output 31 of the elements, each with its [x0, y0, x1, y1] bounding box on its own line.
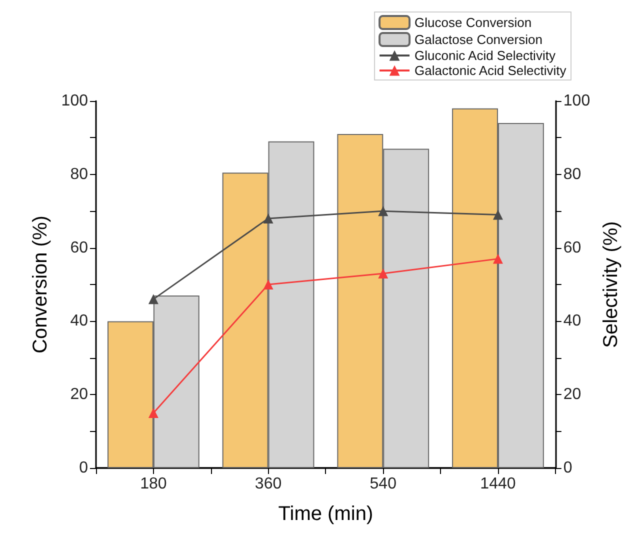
legend-label: Glucose Conversion: [414, 15, 532, 30]
legend-label: Galactose Conversion: [414, 32, 542, 47]
x-tick-label: 1440: [480, 476, 516, 492]
y-tick-label: 100: [61, 92, 88, 110]
y-tick-label: 80: [70, 166, 88, 183]
y-tick-label: 20: [70, 386, 88, 404]
y2-tick-label: 0: [563, 460, 572, 476]
y2-tick-label: 60: [563, 239, 582, 256]
x-tick-label: 540: [370, 476, 397, 492]
y-tick-label: 40: [70, 312, 88, 330]
y-tick-label: 60: [70, 239, 88, 256]
y2-tick-label: 20: [563, 386, 582, 404]
y2-tick-label: 80: [563, 166, 582, 183]
point: [378, 268, 388, 278]
y2-axis-title: Selectivity (%): [600, 221, 622, 348]
point: [263, 213, 274, 224]
point: [148, 294, 158, 304]
point: [492, 254, 503, 264]
point: [492, 210, 503, 220]
point: [148, 408, 158, 418]
x-tick-label: 360: [254, 476, 282, 492]
point: [378, 206, 388, 216]
legend-label: Gluconic Acid Selectivity: [414, 48, 556, 63]
y-axis-title: Conversion (%): [29, 216, 52, 354]
legend-label: Galactonic Acid Selectivity: [414, 63, 567, 78]
y2-tick-label: 100: [563, 92, 590, 110]
y-tick-label: 0: [79, 460, 88, 476]
y2-tick-label: 40: [563, 312, 582, 330]
x-axis-title: Time (min): [278, 503, 374, 525]
x-tick-label: 180: [140, 476, 167, 492]
point: [263, 280, 274, 290]
